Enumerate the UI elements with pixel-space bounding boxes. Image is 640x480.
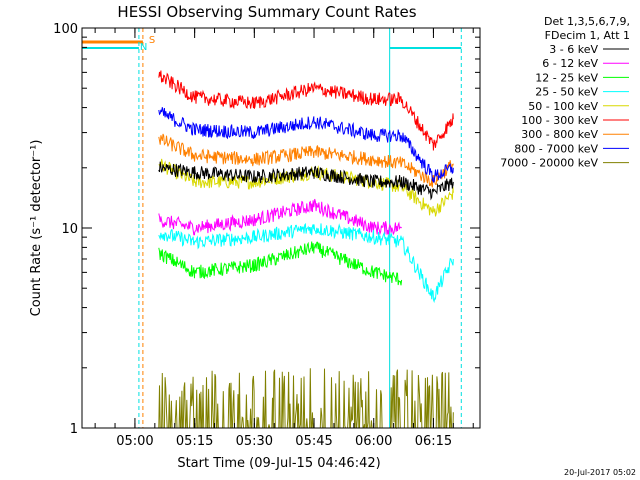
legend: Det 1,3,5,6,7,9, FDecim 1, Att 1 3 - 6 k…: [500, 15, 630, 170]
legend-entry-label: 7000 - 20000 keV: [500, 157, 598, 170]
legend-entry-label: 12 - 25 keV: [535, 71, 598, 84]
legend-entry-label: 6 - 12 keV: [542, 57, 598, 70]
axes: 1 10 100 05:00 05:15 05:30 05:45 06:00 06:15: [53, 22, 480, 449]
legend-entry-label: 25 - 50 keV: [535, 86, 598, 99]
x-axis-label: Start Time (09-Jul-15 04:46:42): [177, 456, 380, 471]
x-tick-label: 05:15: [176, 434, 213, 449]
series-line-6: [158, 133, 454, 188]
legend-entry-label: 3 - 6 keV: [549, 43, 598, 56]
legend-entry-label: 100 - 300 keV: [521, 114, 598, 127]
x-tick-label: 06:15: [415, 434, 452, 449]
chart-title: HESSI Observing Summary Count Rates: [117, 3, 416, 21]
y-tick-label: 100: [53, 22, 78, 37]
legend-header-decimation: FDecim 1, Att 1: [545, 29, 630, 42]
y-axis-label: Count Rate (s⁻¹ detector⁻¹): [29, 140, 44, 317]
plot-area: SN: [82, 28, 462, 430]
x-tick-label: 05:00: [116, 434, 153, 449]
date-stamp: 20-Jul-2017 05:02: [564, 468, 636, 477]
series-line-1: [158, 198, 402, 236]
x-tick-label: 05:30: [236, 434, 273, 449]
night-marker-label: N: [140, 42, 147, 53]
legend-entry-label: 800 - 7000 keV: [514, 142, 598, 155]
series-line-3: [158, 222, 454, 304]
y-tick-label: 10: [61, 222, 78, 237]
series-line-7: [158, 107, 454, 183]
legend-entry-label: 300 - 800 keV: [521, 128, 598, 141]
saa-marker-label: S: [149, 35, 155, 46]
legend-entry-label: 50 - 100 keV: [528, 100, 598, 113]
series-line-2: [158, 241, 403, 286]
series-line-0: [158, 161, 454, 201]
x-tick-label: 06:00: [355, 434, 392, 449]
series-line-5: [158, 70, 454, 151]
x-tick-label: 05:45: [295, 434, 332, 449]
y-tick-label: 1: [70, 422, 78, 437]
legend-header-detectors: Det 1,3,5,6,7,9,: [544, 15, 630, 28]
